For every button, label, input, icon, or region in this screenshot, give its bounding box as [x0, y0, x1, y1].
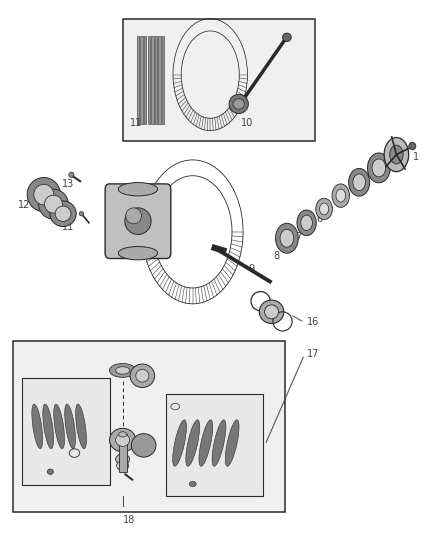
Bar [158, 36, 161, 124]
Ellipse shape [43, 404, 53, 449]
Ellipse shape [225, 420, 239, 466]
Ellipse shape [110, 429, 136, 452]
Ellipse shape [116, 434, 130, 447]
Bar [137, 36, 139, 124]
Ellipse shape [55, 206, 71, 221]
Text: 2: 2 [378, 174, 384, 183]
Ellipse shape [297, 210, 316, 236]
Ellipse shape [186, 420, 200, 466]
Ellipse shape [65, 404, 75, 449]
Bar [123, 19, 315, 141]
Ellipse shape [54, 404, 64, 449]
Ellipse shape [119, 432, 127, 437]
Text: 12: 12 [18, 200, 30, 210]
Text: 16: 16 [307, 318, 319, 327]
Ellipse shape [367, 153, 390, 183]
Bar [151, 36, 154, 124]
Text: 9: 9 [249, 264, 255, 274]
Ellipse shape [47, 469, 53, 474]
Ellipse shape [34, 184, 54, 205]
Ellipse shape [301, 215, 312, 230]
Ellipse shape [117, 461, 129, 471]
Ellipse shape [118, 247, 158, 260]
Ellipse shape [131, 434, 156, 457]
Text: 4: 4 [343, 195, 349, 205]
Ellipse shape [79, 212, 84, 216]
Bar [22, 378, 110, 485]
Text: 18: 18 [123, 515, 135, 524]
Text: 6: 6 [317, 214, 323, 223]
Bar [13, 341, 285, 512]
Ellipse shape [126, 208, 141, 224]
Ellipse shape [69, 172, 74, 177]
Ellipse shape [384, 138, 409, 172]
Ellipse shape [130, 364, 155, 387]
Bar [166, 394, 263, 496]
Ellipse shape [39, 189, 68, 219]
Text: 1: 1 [413, 152, 419, 162]
Ellipse shape [259, 300, 284, 324]
Bar [141, 36, 143, 124]
Text: 11: 11 [130, 118, 142, 127]
Bar [162, 36, 164, 124]
Ellipse shape [50, 201, 76, 227]
Text: 15: 15 [156, 238, 168, 247]
Ellipse shape [336, 189, 346, 202]
Ellipse shape [283, 33, 291, 42]
Bar [119, 434, 127, 472]
Text: 13: 13 [62, 179, 74, 189]
Ellipse shape [353, 174, 365, 191]
Ellipse shape [332, 184, 350, 207]
Bar [144, 36, 146, 124]
Ellipse shape [76, 404, 86, 449]
Ellipse shape [45, 195, 62, 213]
Ellipse shape [125, 208, 151, 235]
Ellipse shape [173, 420, 187, 466]
FancyBboxPatch shape [105, 184, 171, 259]
Ellipse shape [27, 177, 60, 212]
Ellipse shape [233, 99, 244, 109]
Ellipse shape [212, 420, 226, 466]
Text: 8: 8 [273, 251, 279, 261]
Ellipse shape [349, 168, 370, 196]
Ellipse shape [276, 223, 298, 253]
Ellipse shape [199, 420, 213, 466]
Bar [148, 36, 150, 124]
Ellipse shape [320, 203, 328, 215]
Ellipse shape [390, 145, 403, 164]
Ellipse shape [316, 198, 332, 220]
Ellipse shape [118, 182, 158, 196]
Text: 7: 7 [295, 232, 301, 242]
Ellipse shape [110, 364, 136, 377]
Text: 10: 10 [241, 118, 254, 127]
Bar [155, 36, 157, 124]
Ellipse shape [265, 305, 279, 319]
Text: 17: 17 [307, 350, 319, 359]
Ellipse shape [116, 367, 130, 374]
Ellipse shape [229, 94, 248, 114]
Ellipse shape [116, 454, 130, 465]
Ellipse shape [136, 369, 149, 382]
Ellipse shape [189, 481, 196, 487]
Ellipse shape [32, 404, 42, 449]
Text: 11: 11 [62, 222, 74, 231]
Ellipse shape [409, 142, 416, 150]
Ellipse shape [372, 159, 386, 177]
Ellipse shape [280, 229, 294, 247]
